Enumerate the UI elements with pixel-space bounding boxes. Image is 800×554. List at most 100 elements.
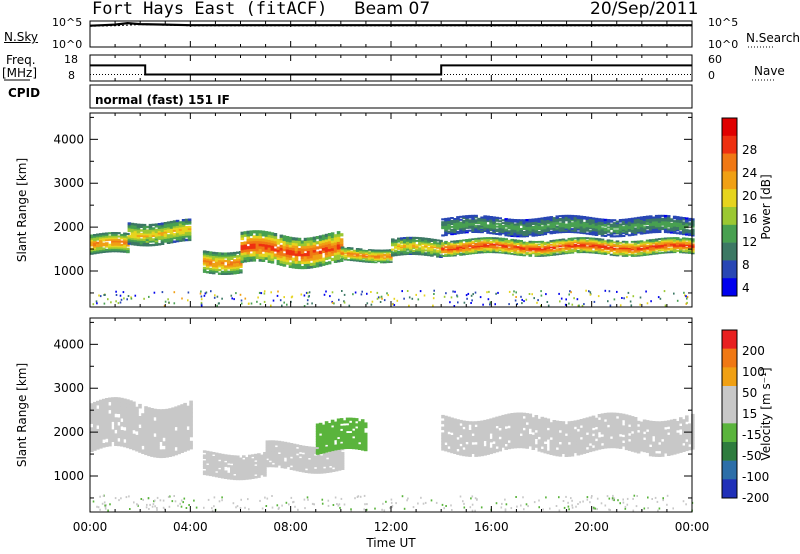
heatmap-cell — [180, 416, 184, 421]
heatmap-cell — [261, 258, 266, 262]
heatmap-cell — [288, 239, 293, 243]
heatmap-cell — [288, 244, 293, 248]
heatmap-cell — [504, 239, 508, 242]
heatmap-cell — [636, 230, 641, 233]
heatmap-cell — [528, 244, 533, 247]
heatmap-cell — [489, 430, 493, 434]
heatmap-cell — [295, 450, 300, 454]
heatmap-cell — [486, 218, 490, 221]
heatmap-cell — [133, 243, 138, 246]
heatmap-cell — [160, 235, 165, 238]
heatmap-cell — [105, 242, 109, 245]
heatmap-cell — [480, 226, 484, 229]
heatmap-cell — [239, 477, 243, 481]
heatmap-cell — [343, 251, 348, 253]
heatmap-cell — [315, 423, 320, 427]
heatmap-cell — [663, 222, 668, 225]
heatmap-cell — [546, 249, 551, 252]
heatmap-cell — [153, 444, 157, 450]
heatmap-cell — [691, 234, 695, 237]
heatmap-cell — [354, 431, 359, 435]
heatmap-cell — [579, 238, 584, 241]
heatmap-cell — [630, 232, 635, 235]
heatmap-cell — [591, 232, 596, 235]
heatmap-cell — [537, 246, 542, 248]
heatmap-cell — [263, 300, 266, 303]
heatmap-cell — [189, 420, 193, 426]
heatmap-cell — [606, 439, 611, 443]
heatmap-cell — [108, 429, 112, 435]
heatmap-cell — [453, 418, 457, 422]
heatmap-cell — [465, 249, 469, 252]
heatmap-cell — [271, 453, 276, 457]
heatmap-cell — [471, 245, 475, 248]
heatmap-cell — [642, 220, 647, 223]
heatmap-cell — [468, 241, 472, 244]
heatmap-cell — [513, 227, 517, 230]
heatmap-cell — [564, 453, 569, 457]
heatmap-cell — [660, 240, 665, 243]
heatmap-cell — [328, 456, 333, 460]
heatmap-cell — [618, 427, 623, 432]
heatmap-cell — [579, 220, 584, 223]
heatmap-cell — [357, 436, 362, 440]
heatmap-cell — [251, 464, 255, 467]
heatmap-cell — [447, 230, 451, 233]
heatmap-cell — [453, 222, 457, 225]
heatmap-cell — [99, 246, 103, 249]
heatmap-cell — [120, 421, 124, 427]
heatmap-cell — [298, 458, 303, 461]
heatmap-cell — [459, 446, 463, 450]
heatmap-cell — [147, 447, 151, 452]
heatmap-cell — [303, 253, 308, 257]
heatmap-cell — [612, 415, 617, 419]
heatmap-cell — [474, 225, 478, 228]
heatmap-cell — [573, 219, 578, 222]
heatmap-cell — [177, 413, 181, 418]
heatmap-cell — [337, 450, 342, 454]
heatmap-cell — [120, 240, 124, 243]
heatmap-cell — [582, 232, 587, 235]
heatmap-cell — [136, 225, 141, 228]
heatmap-cell — [123, 434, 127, 440]
heatmap-cell — [394, 239, 398, 242]
heatmap-cell — [273, 233, 278, 237]
heatmap-cell — [519, 240, 523, 242]
heatmap-cell — [624, 434, 629, 439]
heatmap-cell — [492, 251, 496, 254]
heatmap-cell — [364, 256, 369, 259]
heatmap-cell — [230, 469, 234, 472]
heatmap-cell — [540, 229, 545, 232]
heatmap-cell — [318, 258, 323, 262]
heatmap-cell — [534, 225, 539, 228]
heatmap-cell — [331, 291, 334, 294]
heatmap-cell — [492, 229, 496, 232]
heatmap-cell — [588, 218, 593, 221]
heatmap-cell — [304, 450, 309, 454]
heatmap-cell — [255, 230, 260, 234]
heatmap-cell — [543, 233, 548, 236]
heatmap-cell — [480, 218, 484, 221]
heatmap-cell — [286, 449, 291, 452]
heatmap-cell — [102, 422, 106, 428]
heatmap-cell — [171, 411, 175, 416]
heatmap-cell — [594, 233, 599, 236]
heatmap-cell — [462, 227, 466, 230]
heatmap-cell — [624, 228, 629, 231]
heatmap-cell — [480, 429, 484, 433]
heatmap-cell — [150, 440, 154, 445]
heatmap-cell — [582, 427, 587, 431]
heatmap-cell — [376, 291, 379, 294]
heatmap-cell — [184, 229, 189, 233]
heatmap-cell — [298, 466, 303, 470]
heatmap-cell — [180, 448, 184, 453]
heatmap-cell — [612, 421, 617, 425]
heatmap-cell — [261, 233, 266, 237]
heatmap-cell — [507, 231, 511, 234]
heatmap-cell — [136, 230, 141, 234]
heatmap-cell — [242, 469, 246, 472]
heatmap-cell — [591, 227, 596, 230]
heatmap-cell — [386, 257, 390, 259]
heatmap-cell — [513, 252, 517, 254]
heatmap-cell — [324, 256, 329, 260]
